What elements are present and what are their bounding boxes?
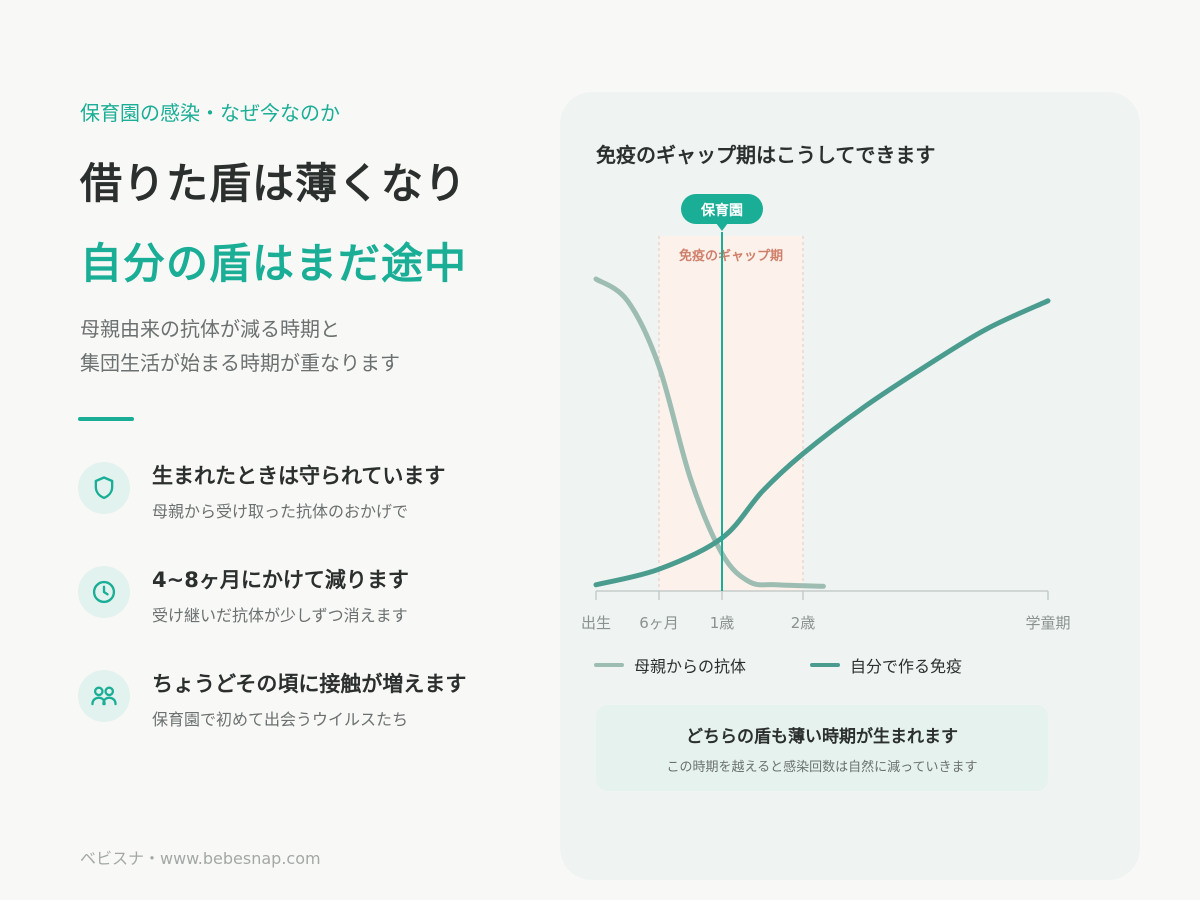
- legend-label-maternal: 母親からの抗体: [634, 657, 747, 676]
- point-decline: 4~8ヶ月にかけて減ります 受け継いだ抗体が少しずつ消えます: [78, 566, 530, 636]
- left-panel: 保育園の感染・なぜ今なのか 借りた盾は薄くなり 自分の盾はまだ途中 母親由来の抗…: [78, 0, 530, 900]
- headline-line-1: 借りた盾は薄くなり: [80, 159, 468, 208]
- daycare-marker-label: 保育園: [700, 202, 743, 219]
- point-protected: 生まれたときは守られています 母親から受け取った抗体のおかげで: [78, 462, 530, 532]
- accent-divider: [78, 417, 134, 421]
- eyebrow-text: 保育園の感染・なぜ今なのか: [80, 101, 340, 125]
- point-contact: ちょうどその頃に接触が増えます 保育園で初めて出会うウイルスたち: [78, 670, 530, 740]
- point-title: ちょうどその頃に接触が増えます: [152, 672, 467, 696]
- gap-period-region: [659, 236, 803, 591]
- lead-text: 母親由来の抗体が減る時期と 集団生活が始まる時期が重なります: [80, 312, 400, 380]
- series-maternal-line: [593, 276, 826, 589]
- shield-icon: [78, 462, 130, 514]
- point-description: 母親から受け取った抗体のおかげで: [152, 502, 409, 521]
- legend-label-own: 自分で作る免疫: [850, 657, 963, 676]
- legend-item-maternal: 母親からの抗体: [594, 653, 746, 677]
- clock-icon: [78, 566, 130, 618]
- x-tick-label: 6ヶ月: [639, 614, 679, 632]
- x-tick-label: 出生: [581, 614, 611, 632]
- x-tick-label: 学童期: [1025, 614, 1070, 632]
- headline-line-2: 自分の盾はまだ途中: [80, 239, 468, 288]
- gap-period-label: 免疫のギャップ期: [679, 248, 783, 264]
- point-description: 保育園で初めて出会うウイルスたち: [152, 710, 409, 729]
- note-title: どちらの盾も薄い時期が生まれます: [686, 727, 958, 747]
- footer-credit: ベビスナ・www.bebesnap.com: [80, 849, 321, 868]
- series-own-line: [593, 298, 1051, 588]
- point-title: 生まれたときは守られています: [152, 464, 446, 488]
- note-subtitle: この時期を越えると感染回数は自然に減っていきます: [666, 760, 978, 775]
- legend-item-own: 自分で作る免疫: [810, 653, 962, 677]
- x-tick-label: 1歳: [710, 614, 735, 632]
- people-icon: [78, 670, 130, 722]
- lead-line-2: 集団生活が始まる時期が重なります: [80, 351, 400, 375]
- chart-title: 免疫のギャップ期はこうしてできます: [596, 143, 936, 167]
- daycare-marker-pill: [681, 194, 763, 224]
- chart-card: 免疫のギャップ期はこうしてできます 免疫のギャップ期出生 6ヶ月 1歳 2歳 学童期 保育…: [560, 92, 1140, 880]
- lead-line-1: 母親由来の抗体が減る時期と: [80, 317, 340, 341]
- summary-note: どちらの盾も薄い時期が生まれます この時期を越えると感染回数は自然に減っていきま…: [596, 705, 1048, 791]
- legend-swatch-maternal: [594, 663, 624, 667]
- x-tick-label: 2歳: [791, 614, 816, 632]
- point-description: 受け継いだ抗体が少しずつ消えます: [152, 606, 408, 625]
- point-title: 4~8ヶ月にかけて減ります: [152, 568, 409, 592]
- daycare-marker-pointer: [716, 223, 728, 231]
- legend-swatch-own: [810, 663, 840, 667]
